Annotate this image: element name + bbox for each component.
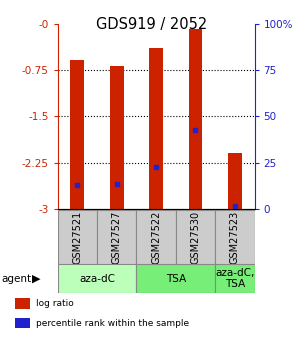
Text: GSM27527: GSM27527 xyxy=(112,210,122,264)
Bar xyxy=(149,48,163,209)
Bar xyxy=(58,264,136,293)
Text: ▶: ▶ xyxy=(32,274,40,284)
Bar xyxy=(215,210,255,264)
Text: GSM27522: GSM27522 xyxy=(151,210,161,264)
Text: GSM27521: GSM27521 xyxy=(72,210,82,264)
Text: agent: agent xyxy=(2,274,32,284)
Bar xyxy=(215,264,255,293)
Text: GSM27530: GSM27530 xyxy=(190,211,201,264)
Text: aza-dC: aza-dC xyxy=(79,274,115,284)
Bar xyxy=(110,66,124,209)
Bar xyxy=(136,264,215,293)
Text: TSA: TSA xyxy=(166,274,186,284)
Bar xyxy=(15,298,30,309)
Bar xyxy=(70,60,84,209)
Text: aza-dC,
TSA: aza-dC, TSA xyxy=(215,268,255,289)
Text: percentile rank within the sample: percentile rank within the sample xyxy=(36,318,189,327)
Text: GDS919 / 2052: GDS919 / 2052 xyxy=(96,17,207,32)
Bar xyxy=(15,318,30,328)
Bar xyxy=(188,29,202,209)
Bar xyxy=(176,210,215,264)
Text: log ratio: log ratio xyxy=(36,299,74,308)
Bar xyxy=(228,153,242,209)
Bar xyxy=(58,210,97,264)
Text: GSM27523: GSM27523 xyxy=(230,210,240,264)
Bar xyxy=(97,210,136,264)
Bar xyxy=(136,210,176,264)
